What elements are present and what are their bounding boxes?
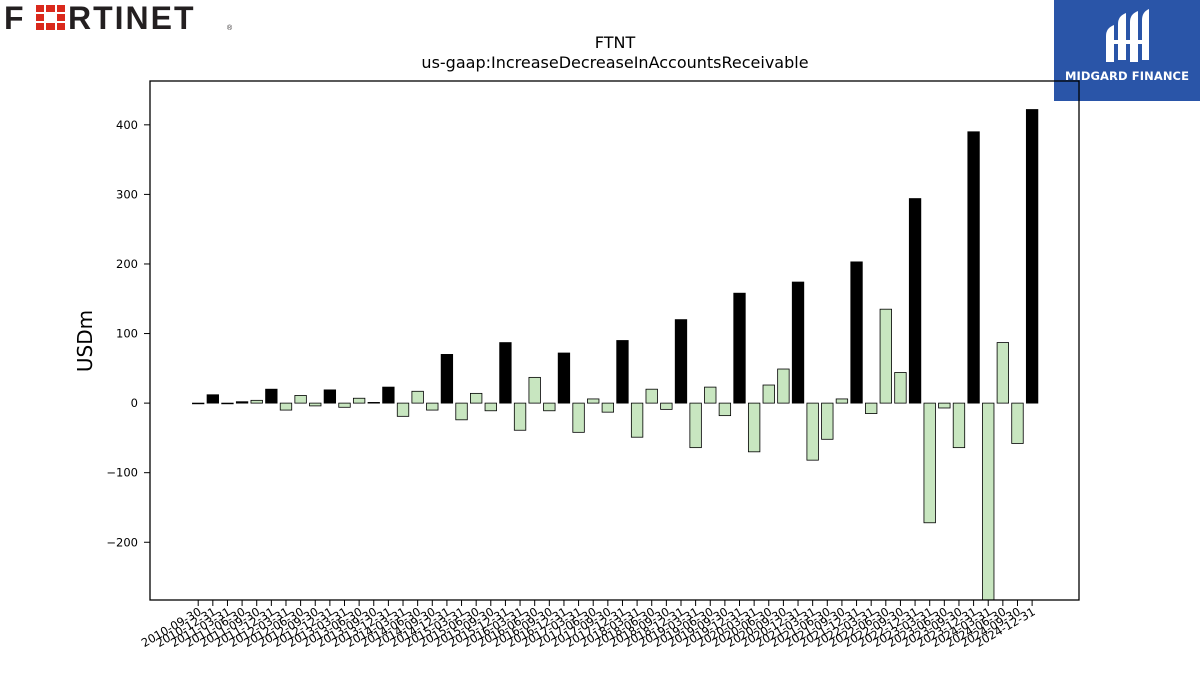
bar-2018-03-31 — [630, 402, 644, 438]
bar-2021-12-31 — [850, 261, 863, 404]
bar-2019-09-30 — [718, 402, 732, 417]
bar-2015-03-31 — [455, 402, 468, 421]
bar-2022-09-30 — [894, 372, 907, 404]
bar-2024-09-30 — [1011, 402, 1024, 444]
chart-title: FTNT — [595, 33, 636, 52]
bar-2024-06-30 — [996, 342, 1009, 404]
bar-2016-09-30 — [543, 402, 556, 412]
bar-2019-03-31 — [689, 402, 702, 449]
bar-2020-06-30 — [762, 384, 775, 404]
bar-2015-09-30 — [484, 402, 497, 412]
y-tick-label: 300 — [116, 187, 138, 201]
bar-2016-12-31 — [557, 352, 571, 404]
bar-2019-12-31 — [733, 292, 746, 404]
y-tick-label: 200 — [116, 257, 138, 271]
bar-2016-03-31 — [513, 402, 527, 431]
bar-2010-09-30 — [192, 402, 205, 405]
bar-2015-06-30 — [470, 392, 483, 404]
bar-2010-12-31 — [206, 394, 219, 404]
bar-2011-12-31 — [265, 388, 278, 404]
bar-2011-06-30 — [235, 401, 249, 404]
fortinet-logo: F RTINET ® — [0, 0, 240, 40]
bar-2011-09-30 — [250, 399, 263, 404]
bar-2012-09-30 — [309, 402, 322, 407]
bar-2021-06-30 — [821, 402, 834, 440]
bar-2024-12-31 — [1025, 109, 1039, 404]
midgard-brand-text: MIDGARD FINANCE — [1064, 69, 1190, 83]
bar-2023-03-31 — [923, 402, 936, 524]
bar-2018-09-30 — [660, 402, 673, 410]
bar-2022-06-30 — [879, 308, 892, 404]
bar-2020-09-30 — [777, 368, 790, 404]
bar-2017-09-30 — [601, 402, 614, 413]
y-tick-label: 0 — [131, 396, 138, 410]
bar-2020-12-31 — [791, 281, 805, 404]
bar-2014-09-30 — [426, 402, 439, 411]
y-tick-label: 100 — [116, 327, 138, 341]
plot-frame — [149, 80, 1080, 601]
bar-2017-03-31 — [572, 402, 585, 433]
x-axis: 2010-09-302010-12-312011-03-312011-06-30… — [139, 600, 1038, 650]
bar-2013-06-30 — [352, 397, 366, 404]
bar-2021-09-30 — [835, 398, 849, 404]
bar-2011-03-31 — [221, 402, 234, 405]
bar-2012-03-31 — [279, 402, 293, 411]
y-axis-label: USDm — [73, 310, 97, 372]
bar-2013-09-30 — [367, 402, 380, 404]
bar-2012-06-30 — [294, 395, 307, 404]
bar-2024-03-31 — [982, 402, 995, 601]
svg-text:F: F — [4, 0, 26, 36]
bar-2023-06-30 — [938, 402, 951, 409]
svg-text:®: ® — [227, 24, 233, 32]
bar-2022-03-31 — [865, 402, 878, 414]
y-tick-label: −200 — [106, 535, 138, 549]
bar-2013-12-31 — [382, 386, 395, 404]
bar-2016-06-30 — [528, 376, 541, 404]
bar-2018-12-31 — [674, 319, 688, 404]
bar-2023-12-31 — [967, 131, 980, 404]
midgard-mark-icon — [1106, 9, 1149, 62]
bar-2021-03-31 — [806, 402, 819, 461]
bar-2023-09-30 — [952, 402, 966, 449]
bar-2014-12-31 — [440, 354, 454, 404]
bar-2017-12-31 — [616, 340, 629, 404]
bar-2017-06-30 — [587, 398, 600, 404]
bar-2013-03-31 — [338, 402, 351, 408]
bar-2012-12-31 — [323, 389, 337, 404]
bar-2022-12-31 — [908, 198, 922, 404]
chart-subtitle: us-gaap:IncreaseDecreaseInAccountsReceiv… — [421, 53, 808, 72]
bar-2018-06-30 — [645, 388, 658, 404]
midgard-finance-logo: MIDGARD FINANCE — [1054, 0, 1200, 101]
bar-2015-12-31 — [499, 342, 512, 404]
bar-2019-06-30 — [704, 386, 717, 404]
bar-2014-06-30 — [411, 390, 424, 404]
bar-2014-03-31 — [396, 402, 410, 417]
bars-group — [192, 109, 1039, 601]
svg-text:RTINET: RTINET — [68, 0, 196, 36]
y-axis: −200 −100 0 100 200 300 400 — [106, 118, 150, 549]
y-tick-label: 400 — [116, 118, 138, 132]
bar-2020-03-31 — [747, 402, 761, 453]
y-tick-label: −100 — [106, 466, 138, 480]
